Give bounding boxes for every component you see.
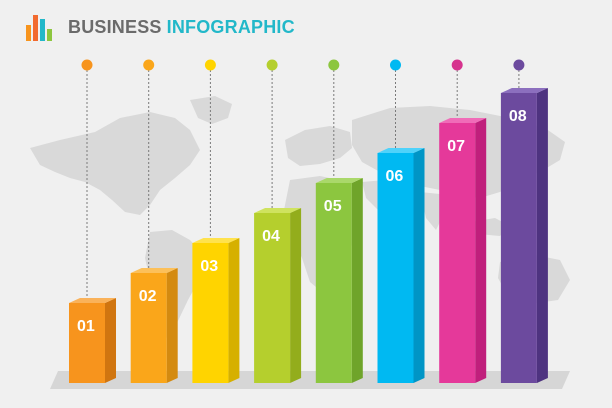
bar xyxy=(130,273,167,383)
bar xyxy=(69,303,105,383)
bar xyxy=(439,123,476,383)
bar-side xyxy=(475,118,487,383)
bar-label: 08 xyxy=(509,108,527,125)
bar-side xyxy=(536,88,548,383)
leader-lines xyxy=(86,70,520,307)
marker-dots xyxy=(81,59,525,71)
bar-top xyxy=(192,238,240,243)
title-main: BUSINESS xyxy=(68,16,162,37)
logo-bar xyxy=(26,25,31,41)
bar xyxy=(254,213,291,383)
logo-bar xyxy=(47,29,52,41)
marker-dot xyxy=(390,59,401,71)
title-accent: INFOGRAPHIC xyxy=(166,16,295,37)
marker-dot xyxy=(81,59,93,71)
marker-dot xyxy=(451,59,463,71)
bar-top xyxy=(254,208,302,213)
bar xyxy=(500,93,537,383)
marker-dot xyxy=(513,59,525,71)
bar-top xyxy=(315,178,363,183)
bar-side xyxy=(166,268,178,383)
chart-floor xyxy=(50,371,570,389)
bar-side xyxy=(228,238,240,383)
bar xyxy=(377,153,414,383)
bar-label: 05 xyxy=(324,198,342,215)
logo-bar xyxy=(40,19,45,41)
header: BUSINESS INFOGRAPHIC xyxy=(26,12,295,42)
marker-dot xyxy=(204,59,216,71)
marker-dot xyxy=(266,59,278,71)
bar-label: 02 xyxy=(139,288,157,305)
marker-dot xyxy=(143,59,155,71)
bar-top xyxy=(377,148,425,153)
marker-dot xyxy=(328,59,340,71)
bar-top xyxy=(130,268,178,273)
bar-side xyxy=(413,148,425,383)
bar-label: 01 xyxy=(77,318,95,335)
bar-side xyxy=(351,178,363,383)
bar-label: 04 xyxy=(262,228,280,245)
bars xyxy=(69,88,548,383)
bar-top xyxy=(69,298,116,303)
bar-labels: 01 02 03 04 05 06 07 08 xyxy=(77,108,527,335)
floor-slab xyxy=(50,371,570,389)
bar-side xyxy=(290,208,302,383)
bar-label: 07 xyxy=(447,138,465,155)
bar-side xyxy=(105,298,116,383)
bar-top xyxy=(500,88,548,93)
bar-chart-icon xyxy=(26,13,60,41)
bar-top xyxy=(439,118,487,123)
bar-label: 06 xyxy=(386,168,404,185)
logo-bar xyxy=(33,15,38,41)
bar xyxy=(315,183,352,383)
bar xyxy=(192,243,229,383)
bar-label: 03 xyxy=(200,258,218,275)
